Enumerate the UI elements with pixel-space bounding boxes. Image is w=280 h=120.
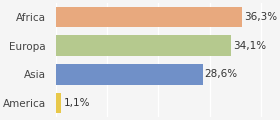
Text: 28,6%: 28,6% xyxy=(205,69,238,79)
Text: 1,1%: 1,1% xyxy=(63,98,90,108)
Text: 34,1%: 34,1% xyxy=(233,41,266,51)
Bar xyxy=(56,35,231,56)
Bar xyxy=(56,64,203,85)
Text: 36,3%: 36,3% xyxy=(244,12,277,22)
Bar xyxy=(56,93,61,113)
Bar xyxy=(56,7,242,27)
